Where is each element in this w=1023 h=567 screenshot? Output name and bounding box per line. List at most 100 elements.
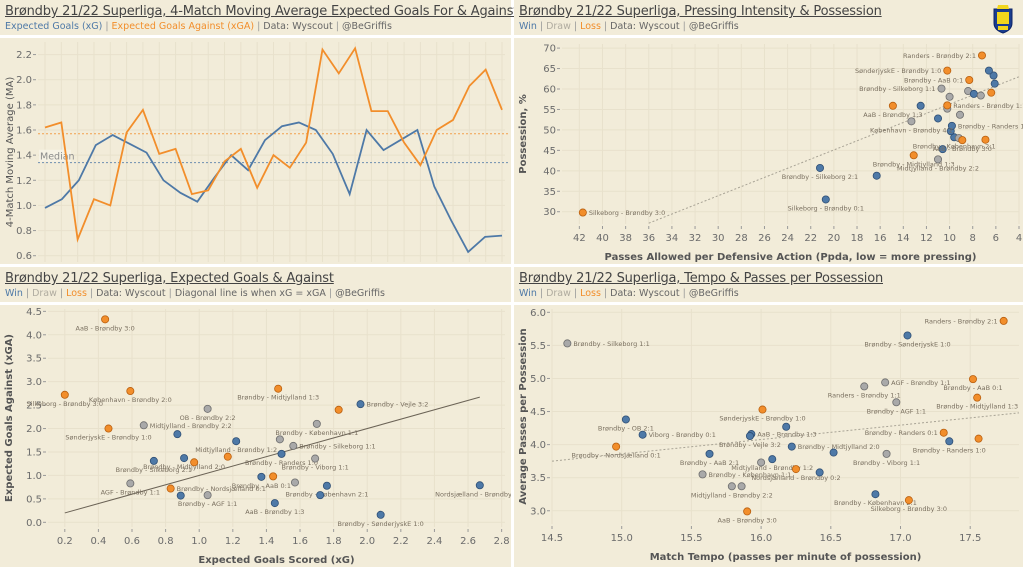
data-point-win <box>947 121 956 130</box>
legend-xga: Expected Goals Against (xGA) <box>111 21 255 32</box>
data-point-win <box>782 422 791 431</box>
data-point-draw <box>698 470 707 479</box>
x-tick-label: 2.6 <box>460 536 476 547</box>
data-source: Data: Wyscout <box>610 288 680 299</box>
chart-subtitle: Win | Draw | Loss | Data: Wyscout | @BeGriffis <box>519 21 739 32</box>
data-label: AaB - Brøndby 1:3 <box>863 111 922 119</box>
data-label: AaB - Brøndby 1:3 <box>245 508 304 516</box>
data-point-win <box>621 415 630 424</box>
chart-subtitle: Expected Goals (xG) | Expected Goals Again… <box>5 21 392 32</box>
scatter-chart-pressing: 42 40 38 36 34 32 30 28 26 24 22 20 18 16 14 12 10 8 6 4 30 3… <box>518 44 1023 263</box>
legend-xg: Expected Goals (xG) <box>5 21 103 32</box>
data-point-win <box>829 448 838 457</box>
data-point-draw <box>955 110 964 119</box>
data-label: Brøndby - Midtjylland 1:3 <box>237 394 319 402</box>
x-tick-label: 1.8 <box>326 536 342 547</box>
legend-draw: Draw <box>546 288 571 299</box>
data-point-win <box>903 331 912 340</box>
data-point-loss <box>981 135 990 144</box>
data-point-win <box>815 468 824 477</box>
x-tick-label: 1.4 <box>258 536 274 547</box>
x-tick-label: 2.0 <box>359 536 375 547</box>
data-label: København - Brøndby 2:0 <box>89 396 172 404</box>
data-label: Midtjylland - Brøndby 2:2 <box>150 422 232 430</box>
chart-subtitle: Win | Draw | Loss | Data: Wyscout | Diagonal lin… <box>5 288 385 299</box>
x-tick-label: 0.6 <box>124 536 140 547</box>
data-label: SønderjyskE - Brøndby 1:0 <box>855 67 941 75</box>
data-point-win <box>821 195 830 204</box>
legend-win: Win <box>519 21 537 32</box>
diagonal-note: Diagonal line is when xG = xGA <box>174 288 326 299</box>
x-tick-label: 14 <box>897 233 910 244</box>
y-tick-label: 0.5 <box>26 494 42 505</box>
y-tick-label: 1.8 <box>16 100 32 111</box>
y-tick-label: 2.0 <box>26 424 42 435</box>
x-tick-label: 38 <box>619 233 632 244</box>
x-tick-label: 42 <box>573 233 586 244</box>
author-handle: @BeGriffis <box>335 288 385 299</box>
data-point-loss <box>190 458 199 467</box>
x-tick-label: 22 <box>804 233 817 244</box>
data-label: Brøndby - AaB 0:1 <box>232 482 291 490</box>
data-source: Data: Wyscout <box>96 288 166 299</box>
data-point-loss <box>939 428 948 437</box>
data-label: Brøndby - Nordsjælland 0:1 <box>571 452 660 460</box>
data-point-loss <box>943 66 952 75</box>
y-axis-label: Possession, % <box>518 94 529 174</box>
data-point-loss <box>999 316 1008 325</box>
data-point-win <box>232 437 241 446</box>
data-label: Brøndby - Randers 0:1 <box>865 429 938 437</box>
x-tick-label: 20 <box>828 233 841 244</box>
data-point-loss <box>758 405 767 414</box>
y-tick-label: 4.5 <box>530 407 546 418</box>
x-tick-label: 16 <box>874 233 887 244</box>
data-point-loss <box>977 51 986 60</box>
y-tick-label: 3.0 <box>530 506 546 517</box>
x-tick-label: 16.0 <box>750 533 772 544</box>
data-label: Brøndby - Midtjylland 2:0 <box>798 443 880 451</box>
y-tick-label: 2.0 <box>16 75 32 86</box>
x-tick-label: 32 <box>689 233 702 244</box>
data-point-draw <box>737 482 746 491</box>
data-label: AaB - Brøndby 3:0 <box>933 145 992 153</box>
data-label: Brøndby - AaB 0:1 <box>943 384 1002 392</box>
data-point-draw <box>937 84 946 93</box>
data-label: Brøndby - København 2:1 <box>834 499 917 507</box>
data-point-draw <box>881 378 890 387</box>
data-point-win <box>705 449 714 458</box>
data-point-loss <box>987 88 996 97</box>
author-handle: @BeGriffis <box>341 21 392 32</box>
x-tick-label: 10 <box>943 233 956 244</box>
data-point-loss <box>223 452 232 461</box>
data-label: Viborg - Brøndby 0:1 <box>649 431 716 439</box>
data-point-win <box>984 66 993 75</box>
y-tick-label: 1.0 <box>26 471 42 482</box>
data-point-win <box>768 455 777 464</box>
data-point-win <box>916 101 925 110</box>
data-point-win <box>277 449 286 458</box>
data-point-win <box>322 481 331 490</box>
chart-subtitle: Win | Draw | Loss | Data: Wyscout | @BeGriffis <box>519 288 739 299</box>
data-source: Data: Wyscout <box>263 21 333 32</box>
y-tick-label: 45 <box>543 146 556 157</box>
legend-draw: Draw <box>32 288 57 299</box>
data-label: Brøndby - Silkeborg 2:1 <box>116 466 192 474</box>
x-axis-label: Passes Allowed per Defensive Action (Ppd… <box>605 252 977 263</box>
y-tick-label: 3.5 <box>530 473 546 484</box>
data-point-win <box>989 71 998 80</box>
data-point-win <box>316 491 325 500</box>
data-label: AGF - Brøndby 1:1 <box>891 379 950 387</box>
data-label: Brøndby - AaB 2:1 <box>680 459 739 467</box>
data-point-loss <box>274 384 283 393</box>
data-point-win <box>270 499 279 508</box>
x-tick-label: 28 <box>735 233 748 244</box>
data-point-draw <box>892 398 901 407</box>
data-point-draw <box>289 441 298 450</box>
data-point-loss <box>888 101 897 110</box>
data-label: Brøndby - Viborg 1:1 <box>282 464 349 472</box>
y-tick-label: 0.8 <box>16 226 32 237</box>
chart-title: Brøndby 21/22 Superliga, Pressing Intens… <box>519 4 882 19</box>
data-label: Brøndby - Randers 1:0 <box>245 459 318 467</box>
data-point-loss <box>101 315 110 324</box>
data-label: Nordsjælland - Brøndby 0:2 <box>751 474 840 482</box>
